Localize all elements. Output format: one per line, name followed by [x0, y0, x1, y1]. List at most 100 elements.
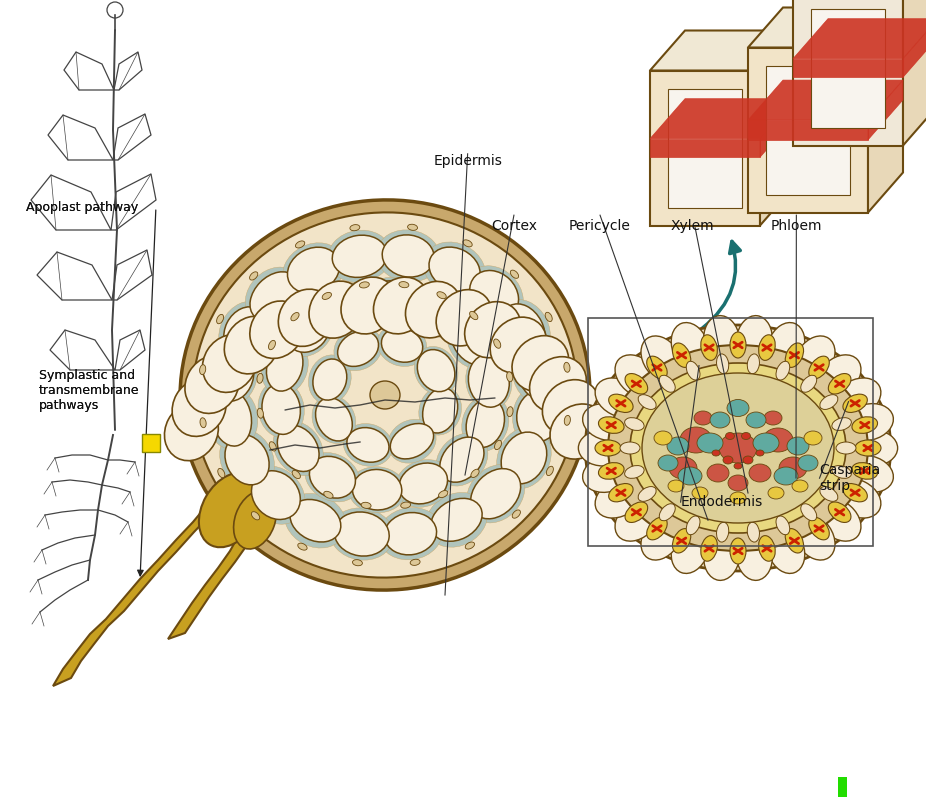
- Ellipse shape: [730, 538, 746, 564]
- Polygon shape: [903, 18, 926, 77]
- Ellipse shape: [641, 336, 682, 382]
- Text: Casparia
strip: Casparia strip: [820, 463, 881, 493]
- Ellipse shape: [395, 460, 452, 508]
- Ellipse shape: [322, 292, 332, 300]
- Ellipse shape: [794, 336, 835, 382]
- Ellipse shape: [298, 544, 307, 550]
- Ellipse shape: [388, 419, 436, 463]
- Ellipse shape: [678, 467, 702, 485]
- Ellipse shape: [496, 427, 551, 489]
- Ellipse shape: [495, 300, 550, 361]
- Ellipse shape: [350, 225, 360, 231]
- Ellipse shape: [512, 340, 565, 404]
- Ellipse shape: [295, 241, 305, 248]
- Ellipse shape: [820, 486, 838, 501]
- Ellipse shape: [341, 277, 396, 334]
- Polygon shape: [650, 70, 760, 226]
- Ellipse shape: [798, 455, 818, 471]
- Ellipse shape: [701, 536, 718, 561]
- Ellipse shape: [646, 517, 668, 540]
- Ellipse shape: [286, 308, 330, 352]
- Ellipse shape: [730, 492, 746, 504]
- Ellipse shape: [641, 514, 682, 560]
- Polygon shape: [760, 99, 795, 157]
- Text: Endodermis: Endodermis: [681, 495, 763, 509]
- Ellipse shape: [668, 480, 684, 492]
- Ellipse shape: [324, 491, 333, 498]
- Ellipse shape: [437, 292, 446, 299]
- Ellipse shape: [787, 437, 809, 455]
- Ellipse shape: [269, 340, 275, 350]
- Ellipse shape: [615, 355, 659, 398]
- Ellipse shape: [749, 464, 771, 482]
- Ellipse shape: [680, 427, 712, 453]
- Ellipse shape: [582, 403, 632, 441]
- Ellipse shape: [267, 343, 303, 391]
- Ellipse shape: [725, 433, 734, 439]
- Ellipse shape: [334, 512, 389, 556]
- Ellipse shape: [667, 437, 689, 455]
- Text: Cortex: Cortex: [491, 219, 537, 234]
- Polygon shape: [168, 527, 257, 639]
- Ellipse shape: [697, 433, 723, 453]
- Polygon shape: [650, 30, 795, 70]
- Ellipse shape: [625, 418, 644, 430]
- Ellipse shape: [390, 423, 433, 459]
- Ellipse shape: [758, 536, 775, 561]
- Ellipse shape: [233, 491, 277, 549]
- Ellipse shape: [353, 559, 362, 566]
- Ellipse shape: [585, 325, 891, 571]
- Ellipse shape: [801, 375, 817, 392]
- Ellipse shape: [292, 470, 300, 478]
- Ellipse shape: [512, 336, 569, 391]
- Ellipse shape: [446, 314, 497, 369]
- Ellipse shape: [165, 402, 219, 461]
- Ellipse shape: [501, 304, 545, 357]
- Ellipse shape: [338, 332, 379, 367]
- Ellipse shape: [686, 516, 700, 535]
- Ellipse shape: [382, 328, 423, 363]
- Ellipse shape: [598, 462, 624, 479]
- Ellipse shape: [185, 355, 239, 414]
- Ellipse shape: [206, 342, 257, 406]
- Ellipse shape: [258, 380, 305, 438]
- Ellipse shape: [530, 357, 586, 412]
- Text: Pericycle: Pericycle: [569, 219, 631, 234]
- Ellipse shape: [361, 502, 371, 508]
- Bar: [142, 434, 160, 452]
- Ellipse shape: [218, 469, 225, 477]
- Ellipse shape: [399, 463, 447, 504]
- Ellipse shape: [436, 434, 488, 486]
- Ellipse shape: [564, 415, 570, 426]
- Ellipse shape: [792, 480, 808, 492]
- Ellipse shape: [316, 398, 352, 441]
- Ellipse shape: [719, 433, 757, 463]
- Ellipse shape: [820, 395, 838, 410]
- Ellipse shape: [546, 466, 554, 476]
- Ellipse shape: [353, 469, 402, 510]
- Ellipse shape: [494, 339, 501, 348]
- Text: Symplastic and
transmembrane
pathways: Symplastic and transmembrane pathways: [39, 369, 140, 412]
- Bar: [838, 777, 847, 797]
- Ellipse shape: [836, 442, 856, 454]
- Ellipse shape: [564, 363, 570, 372]
- Polygon shape: [793, 59, 903, 77]
- Ellipse shape: [845, 455, 894, 493]
- Ellipse shape: [833, 478, 881, 518]
- Ellipse shape: [507, 406, 513, 417]
- Ellipse shape: [373, 277, 429, 334]
- Ellipse shape: [382, 235, 434, 277]
- Ellipse shape: [608, 484, 633, 502]
- Text: Epidermis: Epidermis: [433, 154, 502, 168]
- Polygon shape: [748, 48, 868, 213]
- Ellipse shape: [707, 464, 729, 482]
- Ellipse shape: [279, 289, 333, 347]
- Ellipse shape: [199, 473, 261, 548]
- Ellipse shape: [801, 504, 817, 520]
- Ellipse shape: [764, 411, 782, 425]
- Ellipse shape: [712, 450, 720, 456]
- Polygon shape: [793, 18, 926, 59]
- Ellipse shape: [545, 312, 552, 321]
- Ellipse shape: [466, 352, 512, 410]
- Ellipse shape: [512, 384, 565, 448]
